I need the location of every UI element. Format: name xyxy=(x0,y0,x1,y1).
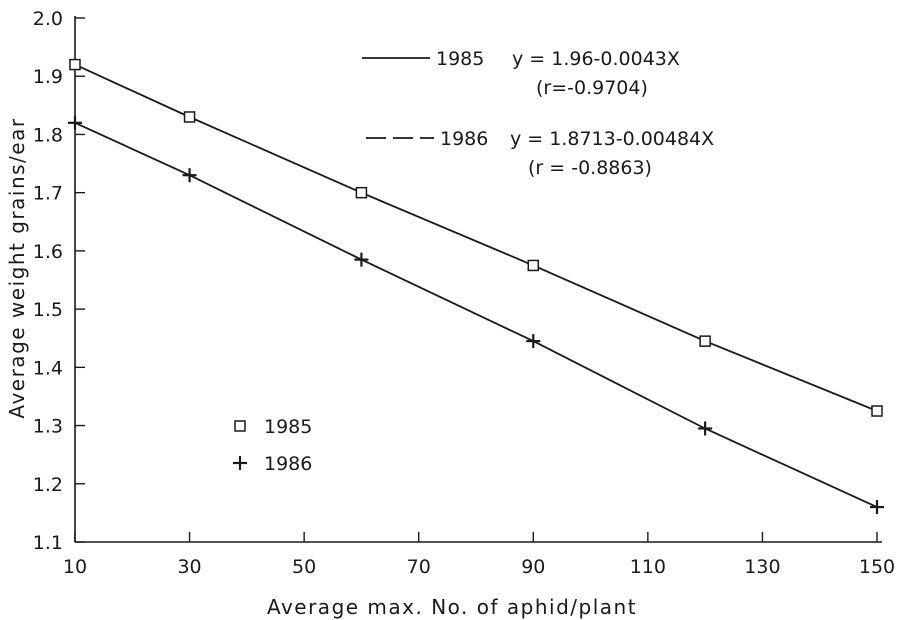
y-tick-label: 1.7 xyxy=(33,183,63,205)
legend-marker-label-1985: 1985 xyxy=(264,416,312,438)
data-point-1986 xyxy=(354,252,369,267)
data-point-1986 xyxy=(526,334,541,349)
y-tick-label: 1.3 xyxy=(33,416,63,438)
x-tick-label: 130 xyxy=(744,556,780,578)
x-tick-label: 150 xyxy=(859,556,895,578)
y-tick-label: 1.9 xyxy=(33,66,63,88)
data-point-1986 xyxy=(68,115,82,130)
data-point-1985 xyxy=(69,58,81,71)
legend-equation-1985: y = 1.96-0.0043X xyxy=(512,48,680,70)
data-point-1986 xyxy=(698,421,713,436)
legend-marker-square xyxy=(234,420,246,432)
legend-year-1985: 1985 xyxy=(436,48,484,70)
data-point-1985 xyxy=(527,259,540,272)
x-tick-label: 90 xyxy=(521,556,545,578)
regression-legend: 1985 y = 1.96-0.0043X (r=-0.9704) 1986 y… xyxy=(362,48,714,179)
data-point-1985 xyxy=(699,335,711,347)
y-tick-label: 1.2 xyxy=(33,474,63,496)
y-tick-label: 1.4 xyxy=(33,357,63,379)
y-tick-label: 1.8 xyxy=(33,124,63,146)
x-axis-title: Average max. No. of aphid/plant xyxy=(267,595,637,619)
legend-r-1986: (r = -0.8863) xyxy=(528,157,652,179)
data-point-1986 xyxy=(182,168,197,183)
x-tick-label: 70 xyxy=(407,556,431,578)
y-tick-label: 1.1 xyxy=(33,532,63,554)
x-tick-label: 10 xyxy=(63,556,87,578)
y-axis-title: Average weight grains/ear xyxy=(5,117,29,418)
legend-marker-label-1986: 1986 xyxy=(264,453,312,475)
y-axis-ticks: 1.1 1.2 1.3 1.4 1.5 1.6 1.7 1.8 1.9 2.0 xyxy=(33,8,85,554)
x-axis-ticks: 10 30 50 70 90 110 130 150 xyxy=(63,532,895,578)
y-tick-label: 1.6 xyxy=(33,241,63,263)
series-line-1985 xyxy=(74,63,878,412)
data-point-1985 xyxy=(871,405,883,417)
data-point-1985 xyxy=(183,111,196,123)
legend-equation-1986: y = 1.8713-0.00484X xyxy=(510,128,714,150)
x-tick-label: 110 xyxy=(630,556,666,578)
legend-marker-plus xyxy=(233,456,247,470)
legend-year-1986: 1986 xyxy=(440,128,488,150)
legend-r-1985: (r=-0.9704) xyxy=(536,77,648,99)
marker-legend: 1985 1986 xyxy=(233,416,312,475)
x-tick-label: 50 xyxy=(292,556,316,578)
x-tick-label: 30 xyxy=(177,556,201,578)
data-point-1986 xyxy=(870,500,884,515)
series-line-1986 xyxy=(74,121,878,508)
series-layer xyxy=(68,58,884,515)
y-tick-label: 2.0 xyxy=(33,8,63,30)
data-point-1985 xyxy=(355,186,368,199)
y-tick-label: 1.5 xyxy=(33,299,63,321)
